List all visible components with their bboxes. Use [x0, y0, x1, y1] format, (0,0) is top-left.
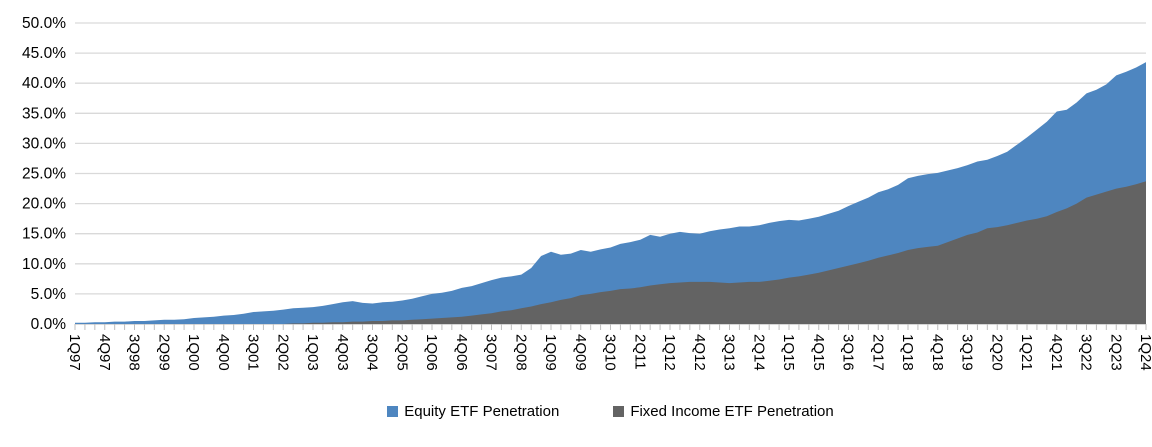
x-tick-label: 3Q01 — [245, 334, 262, 371]
x-tick-label: 4Q15 — [810, 334, 827, 371]
fixed-income-series-swatch — [613, 406, 625, 417]
x-tick-label: 1Q00 — [185, 334, 202, 371]
x-tick-label: 4Q00 — [215, 334, 232, 371]
x-tick-label: 1Q24 — [1137, 334, 1152, 371]
y-tick-label: 10.0% — [22, 256, 66, 273]
y-tick-label: 35.0% — [22, 105, 66, 122]
x-tick-label: 1Q03 — [304, 334, 321, 371]
x-tick-label: 3Q04 — [364, 334, 381, 371]
y-tick-label: 30.0% — [22, 135, 66, 152]
x-tick-label: 3Q16 — [840, 334, 857, 371]
x-tick-label: 1Q15 — [780, 334, 797, 371]
x-tick-label: 3Q19 — [959, 334, 976, 371]
y-tick-label: 50.0% — [22, 15, 66, 32]
y-tick-label: 5.0% — [31, 286, 67, 303]
x-tick-label: 2Q23 — [1107, 334, 1124, 371]
x-tick-label: 2Q14 — [750, 334, 767, 371]
y-tick-label: 20.0% — [22, 196, 66, 213]
x-tick-label: 4Q06 — [453, 334, 470, 371]
x-tick-label: 1Q21 — [1018, 334, 1035, 371]
x-tick-label: 4Q12 — [691, 334, 708, 371]
y-tick-label: 45.0% — [22, 45, 66, 62]
x-tick-label: 4Q03 — [334, 334, 351, 371]
x-tick-label: 1Q18 — [899, 334, 916, 371]
x-tick-label: 3Q22 — [1078, 334, 1095, 371]
x-tick-label: 3Q13 — [721, 334, 738, 371]
x-tick-label: 1Q97 — [66, 334, 83, 371]
x-tick-label: 3Q07 — [483, 334, 500, 371]
x-tick-label: 2Q08 — [512, 334, 529, 371]
x-tick-label: 3Q10 — [602, 334, 619, 371]
x-tick-label: 2Q20 — [988, 334, 1005, 371]
x-tick-label: 2Q99 — [155, 334, 172, 371]
x-tick-label: 4Q21 — [1048, 334, 1065, 371]
legend-item-fixed-income: Fixed Income ETF Penetration — [613, 403, 834, 420]
legend-label-fixed-income: Fixed Income ETF Penetration — [630, 403, 834, 420]
chart-legend: Equity ETF Penetration Fixed Income ETF … — [75, 403, 1146, 420]
x-tick-label: 2Q11 — [631, 334, 648, 370]
equity-series-swatch — [387, 406, 399, 417]
x-tick-label: 3Q98 — [126, 334, 143, 371]
y-tick-label: 0.0% — [31, 316, 67, 333]
x-tick-label: 2Q02 — [274, 334, 291, 371]
y-tick-label: 15.0% — [22, 226, 66, 243]
x-tick-label: 2Q17 — [869, 334, 886, 371]
x-tick-label: 1Q09 — [542, 334, 559, 371]
legend-item-equity: Equity ETF Penetration — [387, 403, 559, 420]
legend-label-equity: Equity ETF Penetration — [404, 403, 560, 420]
x-tick-label: 4Q09 — [572, 334, 589, 371]
x-tick-label: 4Q97 — [96, 334, 113, 371]
x-tick-label: 2Q05 — [393, 334, 410, 371]
x-tick-label: 1Q12 — [661, 334, 678, 371]
y-tick-label: 25.0% — [22, 166, 66, 183]
area-fixed-income-etf-penetration — [75, 181, 1146, 324]
x-tick-label: 4Q18 — [929, 334, 946, 371]
y-tick-label: 40.0% — [22, 75, 66, 92]
x-tick-label: 1Q06 — [423, 334, 440, 371]
